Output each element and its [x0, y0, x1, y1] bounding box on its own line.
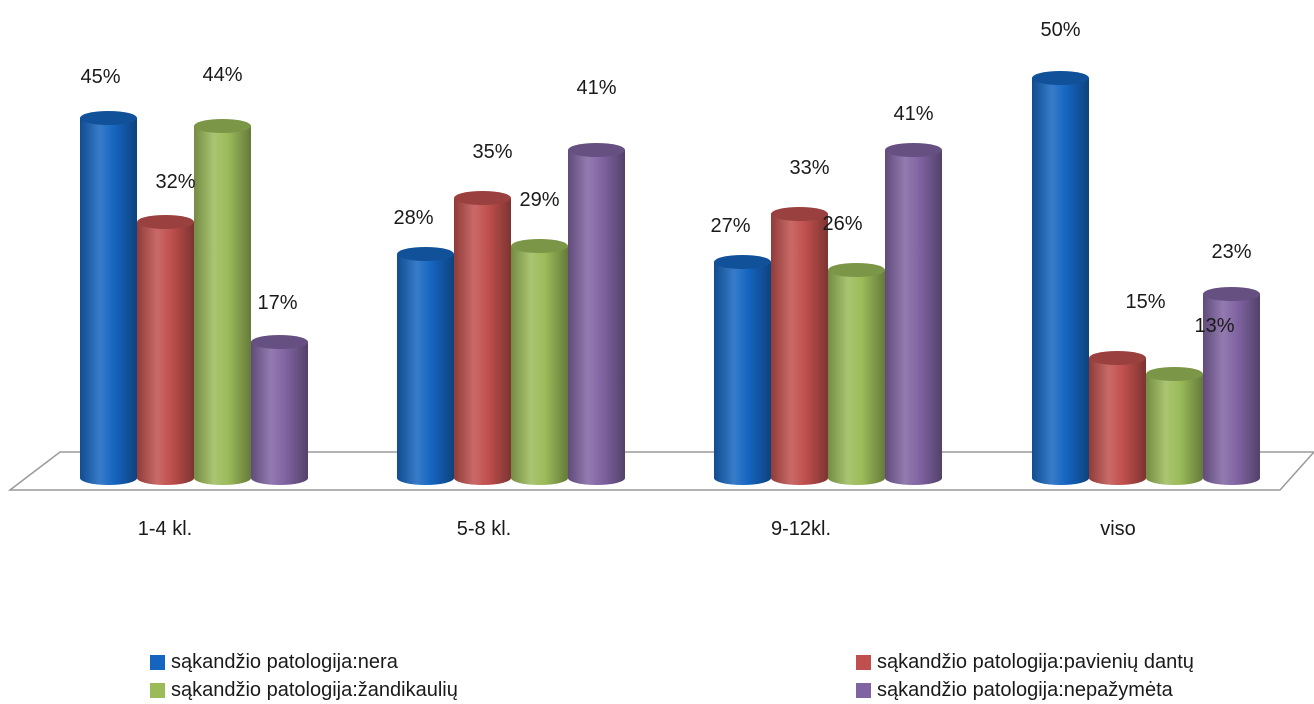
bar-body — [1203, 294, 1260, 486]
bar-body — [1089, 358, 1146, 486]
bar-top — [397, 247, 454, 261]
chart-floor — [7, 451, 1314, 491]
data-label: 29% — [519, 189, 559, 211]
bar — [568, 143, 625, 486]
data-label: 23% — [1211, 241, 1251, 263]
data-label: 41% — [576, 77, 616, 99]
bar — [714, 255, 771, 486]
bar-body — [80, 118, 137, 486]
data-label: 35% — [472, 141, 512, 163]
bar — [251, 335, 308, 486]
category-label: 1-4 kl. — [138, 518, 192, 540]
bar-body — [397, 254, 454, 486]
data-label: 50% — [1040, 19, 1080, 41]
bar-body — [194, 126, 251, 485]
bar — [828, 263, 885, 486]
bar-top — [194, 119, 251, 133]
data-label: 44% — [202, 64, 242, 86]
bar-body — [454, 198, 511, 486]
bar — [80, 111, 137, 486]
bar-top — [1089, 351, 1146, 365]
bar-top — [1032, 71, 1089, 85]
bar-body — [1146, 374, 1203, 486]
bar-top — [1203, 287, 1260, 301]
data-label: 45% — [80, 66, 120, 88]
bar-body — [137, 222, 194, 486]
bar — [137, 215, 194, 486]
bar-top — [80, 111, 137, 125]
bar-body — [714, 262, 771, 486]
bar-body — [1032, 78, 1089, 486]
bar — [397, 247, 454, 486]
bar-top — [1146, 367, 1203, 381]
category-label: 9-12kl. — [771, 518, 831, 540]
bar-body — [568, 150, 625, 486]
bar — [194, 119, 251, 485]
bar — [511, 239, 568, 486]
data-label: 33% — [789, 157, 829, 179]
bar-top — [454, 191, 511, 205]
bar-top — [251, 335, 308, 349]
bar — [1203, 287, 1260, 486]
bar — [1032, 71, 1089, 486]
bar — [771, 207, 828, 486]
bar-body — [771, 214, 828, 486]
bar-top — [714, 255, 771, 269]
bar-top — [511, 239, 568, 253]
bar-top — [885, 143, 942, 157]
bar-body — [251, 342, 308, 486]
category-label: viso — [1100, 518, 1136, 540]
bar — [885, 143, 942, 486]
data-label: 13% — [1194, 315, 1234, 337]
data-label: 15% — [1125, 291, 1165, 313]
bar-top — [137, 215, 194, 229]
bar-body — [885, 150, 942, 486]
data-label: 17% — [257, 292, 297, 314]
data-label: 26% — [822, 213, 862, 235]
data-label: 41% — [893, 103, 933, 125]
data-label: 32% — [155, 171, 195, 193]
bar-body — [828, 270, 885, 486]
data-label: 28% — [393, 207, 433, 229]
bar — [454, 191, 511, 486]
category-label: 5-8 kl. — [457, 518, 511, 540]
bar-body — [511, 246, 568, 486]
bar-top — [771, 207, 828, 221]
bar — [1146, 367, 1203, 486]
bar-top — [828, 263, 885, 277]
bar — [1089, 351, 1146, 486]
bar-top — [568, 143, 625, 157]
data-label: 27% — [710, 215, 750, 237]
